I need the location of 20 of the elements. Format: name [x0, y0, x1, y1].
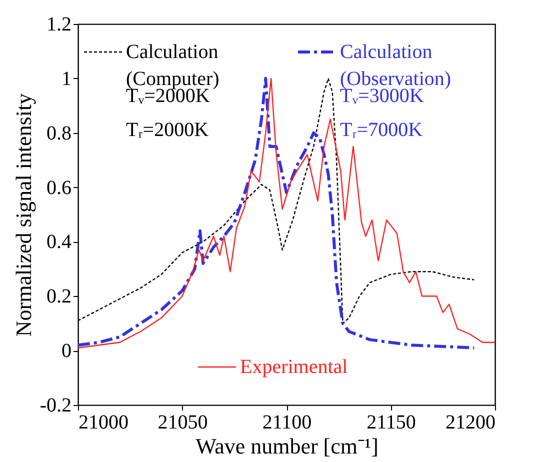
annotation: Tᵣ=2000K [126, 119, 210, 141]
x-tick-label: 21000 [78, 412, 128, 434]
x-tick-label: 21050 [158, 412, 208, 434]
x-tick-label: 21200 [446, 412, 496, 434]
y-tick-label: 0.2 [46, 286, 72, 308]
legend-label: Experimental [240, 356, 348, 378]
annotation: Tᵣ=7000K [340, 119, 424, 141]
y-tick-label: 0 [62, 340, 72, 362]
y-tick-label: 1 [62, 68, 72, 90]
x-tick-label: 21150 [366, 412, 416, 434]
y-tick-label: 0.8 [46, 122, 72, 144]
y-tick-label: 0.6 [46, 176, 72, 199]
legend-label: Calculation (Observation) [340, 41, 452, 90]
y-axis-title: Normalized signal intensity [10, 93, 36, 337]
legend-label: Calculation (Computer) [126, 41, 220, 90]
y-tick-label: 0.4 [46, 231, 72, 254]
y-tick-label: -0.2 [40, 394, 72, 416]
x-tick-label: 21100 [262, 412, 312, 434]
x-axis-title: Wave number [cm⁻¹] [196, 434, 378, 458]
y-tick-label: 1.2 [46, 14, 72, 36]
